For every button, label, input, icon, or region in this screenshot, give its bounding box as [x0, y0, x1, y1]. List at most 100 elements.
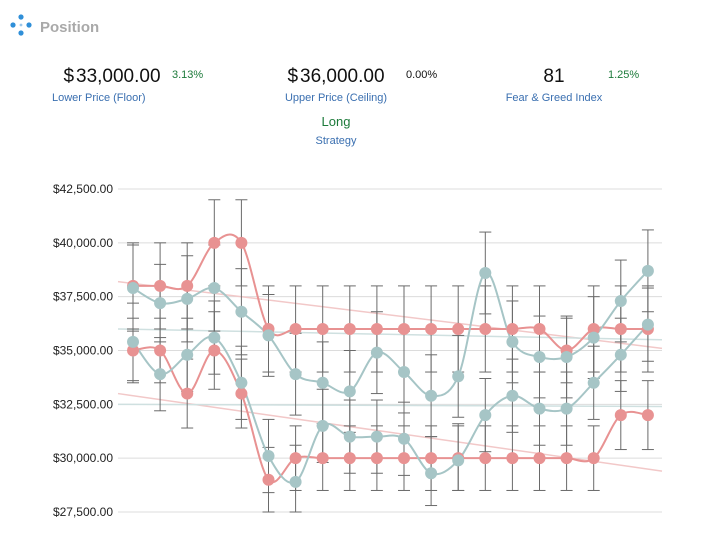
data-point	[343, 322, 356, 335]
data-point	[614, 348, 627, 361]
data-point	[289, 452, 302, 465]
data-point	[506, 452, 519, 465]
data-point	[235, 236, 248, 249]
data-point	[560, 452, 573, 465]
data-point	[262, 329, 275, 342]
data-point	[370, 430, 383, 443]
data-point	[235, 376, 248, 389]
data-point	[587, 331, 600, 344]
data-point	[316, 419, 329, 432]
network-nodes-icon	[10, 13, 32, 41]
ceiling-label: Upper Price (Ceiling)	[284, 92, 388, 104]
data-point	[641, 264, 654, 277]
data-point	[479, 322, 492, 335]
floor-currency: $	[63, 66, 75, 87]
data-point	[506, 389, 519, 402]
data-point	[370, 346, 383, 359]
floor-change: 3.13%	[172, 69, 204, 81]
data-point	[533, 350, 546, 363]
data-point	[154, 368, 167, 381]
y-tick-label: $35,000.00	[53, 344, 113, 358]
y-tick-label: $32,500.00	[53, 397, 113, 411]
data-point	[560, 402, 573, 415]
panel-header: Position	[10, 12, 99, 42]
data-point	[181, 348, 194, 361]
y-tick-label: $30,000.00	[53, 451, 113, 465]
data-point	[343, 430, 356, 443]
floor-label: Lower Price (Floor)	[52, 92, 146, 104]
data-point	[614, 322, 627, 335]
fear-greed-change: 1.25%	[608, 69, 640, 81]
data-point	[425, 452, 438, 465]
data-point	[641, 318, 654, 331]
data-point	[479, 452, 492, 465]
data-point	[154, 279, 167, 292]
data-point	[587, 322, 600, 335]
data-point	[398, 432, 410, 445]
data-point	[425, 467, 438, 480]
data-point	[235, 305, 248, 318]
fear-greed-stat: 81 1.25% Fear & Greed Index	[500, 66, 640, 104]
data-point	[479, 409, 492, 422]
data-point	[208, 331, 221, 344]
floor-value: 33,000.00	[76, 66, 161, 87]
data-point	[370, 452, 383, 465]
fear-greed-value: 81	[543, 66, 565, 87]
strategy-block: Long Strategy	[286, 114, 386, 147]
ceiling-value: 36,000.00	[300, 66, 385, 87]
data-point	[208, 344, 221, 357]
data-point	[425, 389, 438, 402]
data-point	[316, 376, 329, 389]
data-point	[127, 335, 139, 348]
data-point	[533, 452, 546, 465]
data-point	[235, 387, 248, 400]
panel-title: Position	[40, 18, 100, 36]
data-point	[289, 475, 302, 488]
data-point	[398, 452, 410, 465]
data-point	[262, 450, 275, 463]
data-point	[208, 282, 221, 295]
data-point	[614, 294, 627, 307]
data-point	[262, 473, 275, 486]
data-point	[641, 409, 654, 422]
data-point	[614, 409, 627, 422]
data-point	[425, 322, 438, 335]
y-tick-label: $27,500.00	[53, 505, 113, 519]
data-point	[587, 452, 600, 465]
y-tick-label: $42,500.00	[53, 182, 113, 196]
data-point	[479, 266, 492, 279]
data-point	[208, 236, 221, 249]
data-point	[452, 370, 465, 383]
data-point	[398, 322, 410, 335]
ceiling-currency: $	[287, 66, 299, 87]
data-point	[560, 350, 573, 363]
data-point	[370, 322, 383, 335]
y-tick-label: $40,000.00	[53, 236, 113, 250]
data-point	[343, 452, 356, 465]
data-point	[587, 376, 600, 389]
data-point	[316, 452, 329, 465]
ceiling-change: 0.00%	[406, 69, 438, 81]
y-tick-label: $37,500.00	[53, 290, 113, 304]
trendline	[117, 328, 663, 341]
data-point	[506, 322, 519, 335]
data-point	[533, 402, 546, 415]
data-point	[127, 344, 139, 357]
fear-greed-label: Fear & Greed Index	[505, 92, 603, 104]
data-point	[181, 387, 194, 400]
data-point	[154, 297, 167, 310]
ceiling-stat: $36,000.00 0.00% Upper Price (Ceiling)	[280, 66, 437, 104]
data-point	[506, 335, 519, 348]
floor-stat: $33,000.00 3.13% Lower Price (Floor)	[52, 66, 203, 104]
data-point	[533, 322, 546, 335]
data-point	[452, 322, 465, 335]
data-point	[127, 282, 139, 295]
data-point	[343, 385, 356, 398]
data-point	[181, 279, 194, 292]
data-point	[452, 454, 465, 467]
strategy-label: Strategy	[315, 135, 357, 147]
data-point	[316, 322, 329, 335]
data-point	[289, 322, 302, 335]
strategy-value: Long	[321, 114, 351, 129]
